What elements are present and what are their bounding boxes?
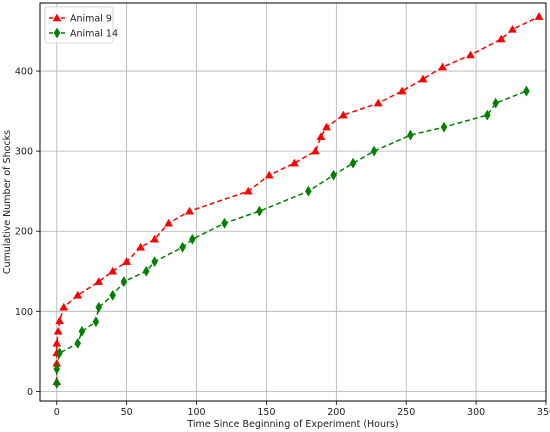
data-point-1-11 [179, 241, 186, 253]
x-tick-label-1: 50 [121, 407, 133, 418]
data-point-0-14 [185, 206, 194, 215]
y-tick-label-3: 300 [15, 147, 33, 158]
data-point-1-12 [189, 233, 196, 245]
data-point-0-15 [243, 186, 253, 195]
data-point-0-24 [418, 74, 428, 83]
data-point-1-17 [349, 157, 357, 169]
y-tick-label-4: 400 [15, 67, 33, 78]
legend-box [44, 6, 114, 44]
data-point-0-3 [52, 338, 62, 347]
data-point-1-21 [484, 109, 491, 121]
data-point-1-8 [120, 276, 128, 288]
data-point-0-22 [373, 98, 383, 107]
grid-lines [40, 3, 547, 401]
data-point-0-23 [397, 86, 407, 95]
plot-frame [39, 2, 547, 402]
data-point-0-7 [73, 290, 83, 299]
data-point-0-27 [496, 34, 506, 43]
data-point-1-7 [109, 289, 116, 301]
legend-marker-1 [53, 27, 61, 39]
data-point-1-22 [492, 97, 499, 109]
data-point-1-0 [53, 377, 61, 389]
data-point-0-17 [289, 158, 299, 167]
data-point-1-2 [56, 347, 63, 359]
x-tick-label-3: 150 [257, 407, 275, 418]
y-tick-label-2: 200 [15, 227, 33, 238]
data-point-1-16 [330, 169, 337, 181]
x-tick-label-6: 300 [467, 407, 485, 418]
data-point-0-28 [508, 24, 517, 33]
data-point-0-25 [438, 62, 447, 71]
data-point-0-16 [264, 170, 274, 179]
x-tick-label-7: 350 [537, 407, 550, 418]
data-point-1-3 [74, 337, 82, 349]
data-point-0-5 [55, 316, 64, 325]
data-point-1-1 [53, 363, 61, 375]
data-point-1-19 [407, 129, 414, 141]
data-point-1-4 [78, 325, 86, 337]
data-point-1-20 [440, 121, 448, 133]
data-point-0-19 [316, 132, 326, 140]
x-tick-label-4: 200 [327, 407, 345, 418]
legend-marker-0 [52, 13, 62, 22]
data-point-0-12 [150, 234, 160, 243]
data-point-0-6 [59, 302, 69, 311]
data-point-0-4 [53, 326, 63, 335]
data-point-1-18 [370, 145, 378, 157]
data-point-0-10 [122, 257, 132, 265]
data-point-0-26 [466, 50, 475, 59]
legend-label-0: Animal 9 [70, 14, 112, 25]
y-axis-label: Cumulative Number of Shocks [2, 130, 13, 274]
x-tick-label-2: 100 [187, 407, 205, 418]
data-point-1-23 [523, 85, 530, 97]
data-point-1-10 [151, 256, 158, 268]
data-point-0-8 [94, 277, 104, 285]
data-point-0-9 [108, 266, 118, 275]
x-axis-label: Time Since Beginning of Experiment (Hour… [186, 419, 398, 430]
series-1 [53, 85, 530, 389]
data-point-0-13 [164, 218, 174, 227]
legend: Animal 9 Animal 14 [44, 6, 118, 44]
series-0 [52, 12, 544, 386]
y-tick-label-0: 0 [27, 387, 33, 398]
data-point-1-9 [142, 265, 150, 277]
data-point-0-18 [310, 146, 320, 155]
series-layer [52, 12, 544, 389]
axis-ticks: 0 50 100 150 200 250 300 350 0 100 200 300 400 [15, 67, 550, 418]
series-line-1 [56, 90, 527, 384]
data-point-1-15 [305, 185, 312, 197]
data-point-0-21 [338, 110, 348, 119]
x-tick-label-5: 250 [397, 407, 415, 418]
data-point-1-13 [221, 217, 228, 229]
y-tick-label-1: 100 [15, 307, 33, 318]
data-point-0-11 [136, 242, 146, 251]
legend-label-1: Animal 14 [70, 29, 118, 40]
data-point-1-14 [256, 205, 263, 217]
data-point-0-29 [534, 12, 544, 20]
data-point-1-6 [95, 301, 102, 313]
data-point-1-5 [92, 316, 100, 328]
data-point-0-20 [322, 122, 331, 131]
x-tick-label-0: 0 [54, 407, 60, 418]
